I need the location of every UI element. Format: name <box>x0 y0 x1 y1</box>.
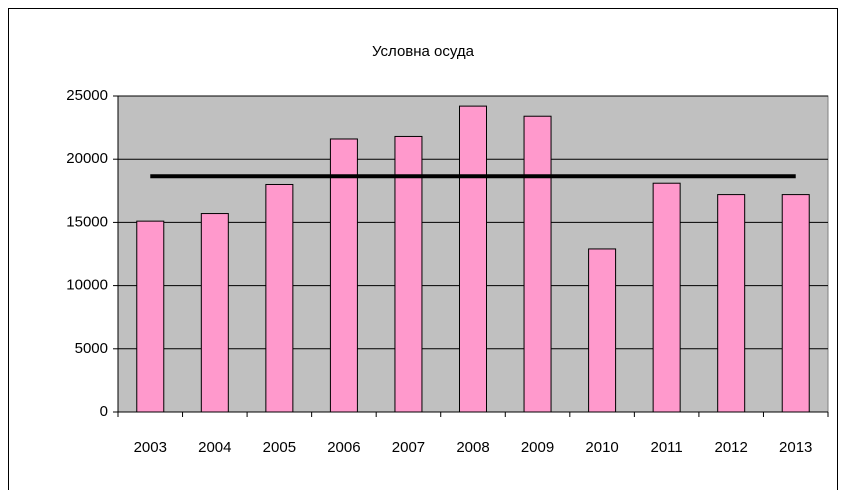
chart-title: Условна осуда <box>372 43 475 60</box>
x-tick-label: 2011 <box>651 439 683 456</box>
bar <box>459 105 487 413</box>
x-tick-label: 2003 <box>134 439 167 456</box>
bar <box>652 182 681 413</box>
y-tick-label: 0 <box>100 403 108 420</box>
x-tick-label: 2004 <box>198 439 231 456</box>
bar <box>781 194 810 413</box>
x-tick-label: 2010 <box>585 439 618 456</box>
bar <box>717 194 746 413</box>
x-tick-label: 2008 <box>456 439 489 456</box>
bar <box>588 248 617 413</box>
x-tick-label: 2013 <box>779 439 812 456</box>
y-tick-label: 25000 <box>66 87 108 104</box>
x-tick-label: 2005 <box>263 439 296 456</box>
y-tick-label: 20000 <box>66 150 108 167</box>
bar <box>265 183 294 413</box>
y-tick-label: 5000 <box>75 340 108 357</box>
bar <box>329 138 358 413</box>
bar <box>200 213 229 413</box>
y-tick-label: 15000 <box>66 213 108 230</box>
bar <box>523 115 552 413</box>
x-tick-label: 2009 <box>521 439 554 456</box>
x-tick-label: 2012 <box>714 439 747 456</box>
bar <box>394 135 423 413</box>
x-tick-label: 2006 <box>327 439 360 456</box>
bar <box>136 220 165 413</box>
x-tick-label: 2007 <box>392 439 425 456</box>
y-tick-label: 10000 <box>66 277 108 294</box>
